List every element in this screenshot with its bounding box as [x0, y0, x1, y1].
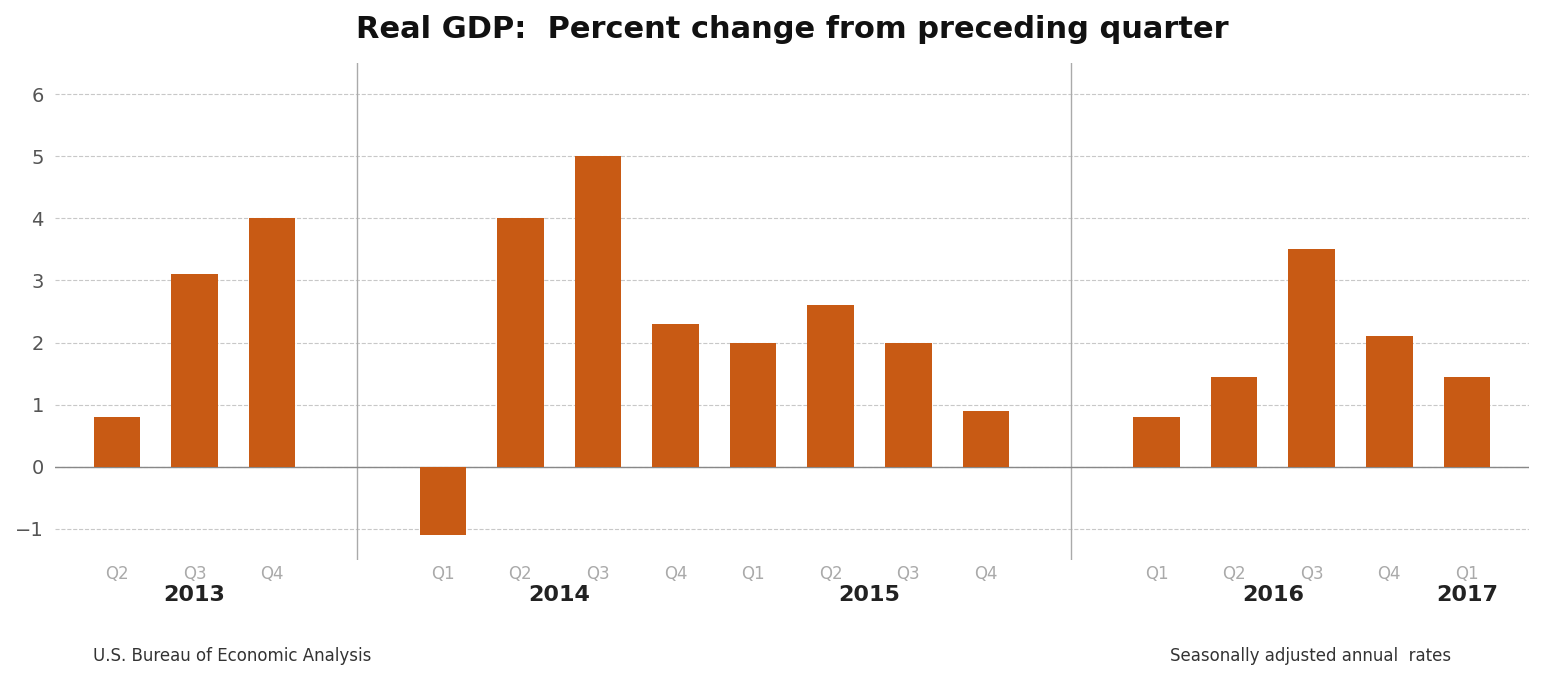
Bar: [962, 411, 1010, 467]
Bar: [808, 305, 854, 467]
Bar: [652, 324, 699, 467]
Bar: [94, 417, 141, 467]
Bar: [1444, 377, 1490, 467]
Text: 2016: 2016: [1241, 585, 1305, 605]
Text: 2014: 2014: [528, 585, 590, 605]
Text: 2015: 2015: [838, 585, 900, 605]
Text: Seasonally adjusted annual  rates: Seasonally adjusted annual rates: [1170, 647, 1451, 665]
Text: U.S. Bureau of Economic Analysis: U.S. Bureau of Economic Analysis: [93, 647, 371, 665]
Text: 2017: 2017: [1436, 585, 1498, 605]
Bar: [1366, 336, 1413, 467]
Bar: [1133, 417, 1180, 467]
Bar: [171, 274, 218, 467]
Title: Real GDP:  Percent change from preceding quarter: Real GDP: Percent change from preceding …: [355, 15, 1227, 44]
Bar: [497, 218, 543, 467]
Text: 2013: 2013: [164, 585, 225, 605]
Bar: [574, 156, 621, 467]
Bar: [420, 467, 466, 535]
Bar: [1289, 249, 1336, 467]
Bar: [249, 218, 295, 467]
Bar: [885, 343, 931, 467]
Bar: [730, 343, 777, 467]
Bar: [1210, 377, 1257, 467]
